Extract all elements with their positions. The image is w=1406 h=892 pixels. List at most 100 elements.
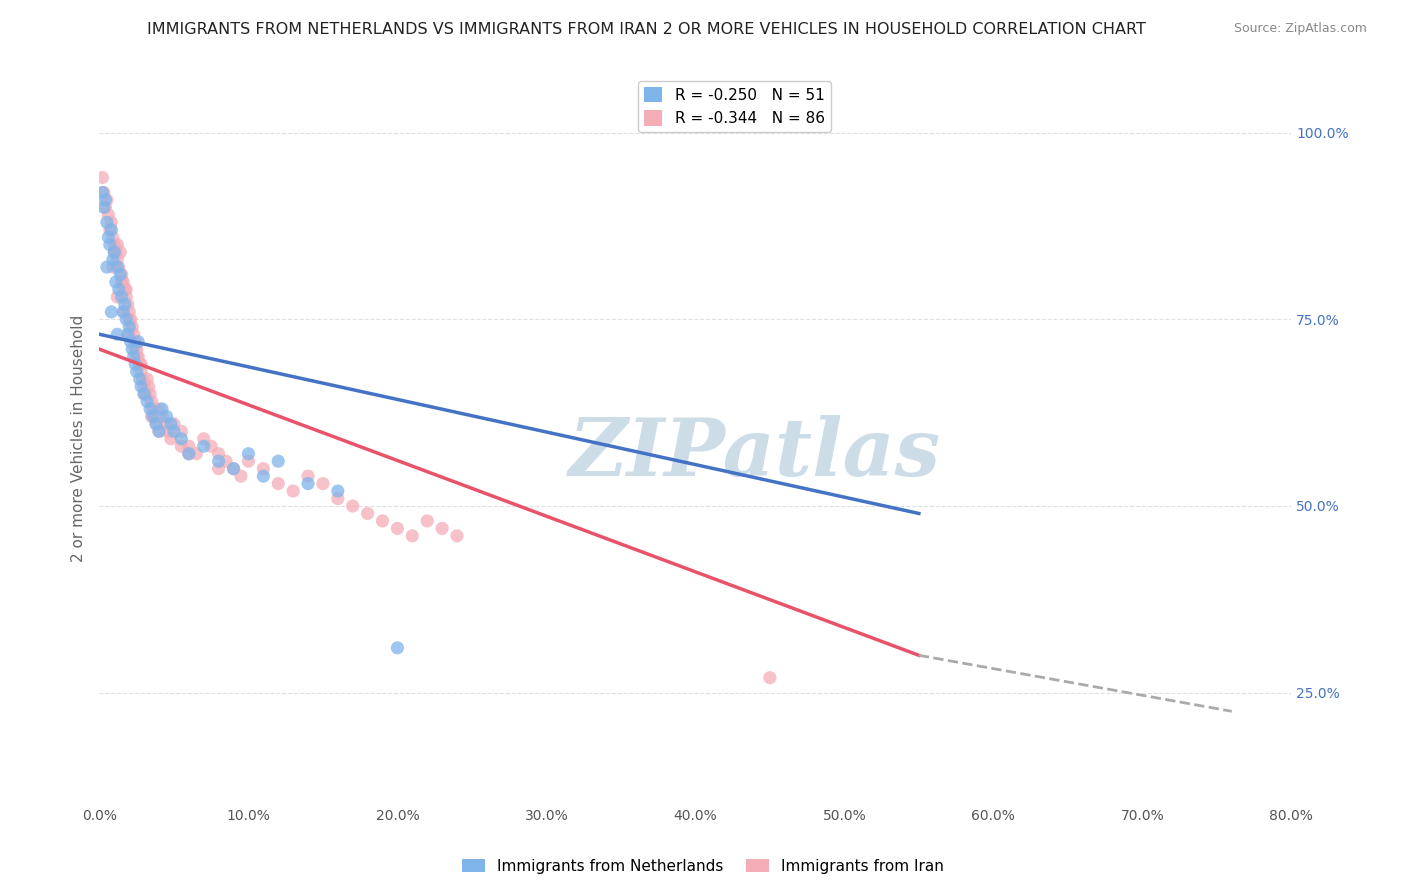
Point <box>148 425 170 439</box>
Point <box>118 312 141 326</box>
Point <box>125 365 148 379</box>
Point <box>387 521 409 535</box>
Point <box>312 476 335 491</box>
Point <box>93 186 115 200</box>
Point <box>112 305 135 319</box>
Point <box>104 245 127 260</box>
Point <box>252 469 274 483</box>
Point <box>139 387 162 401</box>
Point <box>135 387 157 401</box>
Point <box>121 342 143 356</box>
Point <box>114 297 136 311</box>
Point <box>136 372 159 386</box>
Point <box>128 372 150 386</box>
Point <box>91 186 114 200</box>
Point <box>112 305 135 319</box>
Point <box>160 417 183 431</box>
Point <box>117 327 139 342</box>
Y-axis label: 2 or more Vehicles in Household: 2 or more Vehicles in Household <box>72 315 86 563</box>
Point <box>125 350 148 364</box>
Point <box>124 334 146 349</box>
Point <box>163 425 186 439</box>
Point <box>207 454 229 468</box>
Point <box>103 237 125 252</box>
Point <box>118 319 141 334</box>
Point <box>100 223 122 237</box>
Point <box>141 394 163 409</box>
Point <box>125 342 148 356</box>
Point <box>170 432 193 446</box>
Point <box>134 387 156 401</box>
Point <box>127 350 149 364</box>
Point <box>96 260 118 274</box>
Point <box>98 237 121 252</box>
Point <box>267 476 290 491</box>
Point <box>229 469 252 483</box>
Point <box>163 417 186 431</box>
Point <box>222 461 245 475</box>
Point <box>170 439 193 453</box>
Point <box>371 514 394 528</box>
Point <box>222 461 245 475</box>
Point <box>145 417 167 431</box>
Point <box>97 208 120 222</box>
Point <box>120 334 142 349</box>
Point <box>91 170 114 185</box>
Point <box>101 252 124 267</box>
Point <box>120 312 142 326</box>
Point <box>105 327 128 342</box>
Point <box>156 425 179 439</box>
Point <box>297 476 319 491</box>
Point <box>118 305 141 319</box>
Point <box>101 230 124 244</box>
Point <box>118 327 141 342</box>
Point <box>160 432 183 446</box>
Point <box>148 401 170 416</box>
Point <box>127 334 149 349</box>
Point <box>177 447 200 461</box>
Text: IMMIGRANTS FROM NETHERLANDS VS IMMIGRANTS FROM IRAN 2 OR MORE VEHICLES IN HOUSEH: IMMIGRANTS FROM NETHERLANDS VS IMMIGRANT… <box>148 22 1146 37</box>
Point <box>111 275 134 289</box>
Point <box>252 461 274 475</box>
Point <box>111 268 134 282</box>
Point <box>177 439 200 453</box>
Point <box>105 290 128 304</box>
Point <box>177 447 200 461</box>
Point <box>129 357 152 371</box>
Point <box>115 312 138 326</box>
Point <box>107 283 129 297</box>
Point <box>238 447 260 461</box>
Point <box>96 193 118 207</box>
Point <box>142 409 165 424</box>
Point <box>128 357 150 371</box>
Point <box>143 409 166 424</box>
Point <box>215 454 238 468</box>
Point <box>150 409 173 424</box>
Point <box>105 260 128 274</box>
Point <box>326 484 349 499</box>
Point <box>267 454 290 468</box>
Point <box>446 529 468 543</box>
Point <box>207 461 229 475</box>
Point <box>111 290 134 304</box>
Point <box>416 514 439 528</box>
Point <box>150 401 173 416</box>
Point <box>112 275 135 289</box>
Point <box>96 215 118 229</box>
Point <box>193 432 215 446</box>
Point <box>122 327 145 342</box>
Point <box>101 260 124 274</box>
Point <box>107 260 129 274</box>
Text: ZIPatlas: ZIPatlas <box>569 415 941 492</box>
Point <box>136 394 159 409</box>
Point <box>124 342 146 356</box>
Point <box>326 491 349 506</box>
Point <box>94 193 117 207</box>
Point <box>134 379 156 393</box>
Point <box>110 245 132 260</box>
Point <box>131 372 153 386</box>
Point <box>103 245 125 260</box>
Point <box>105 237 128 252</box>
Point <box>115 290 138 304</box>
Point <box>387 640 409 655</box>
